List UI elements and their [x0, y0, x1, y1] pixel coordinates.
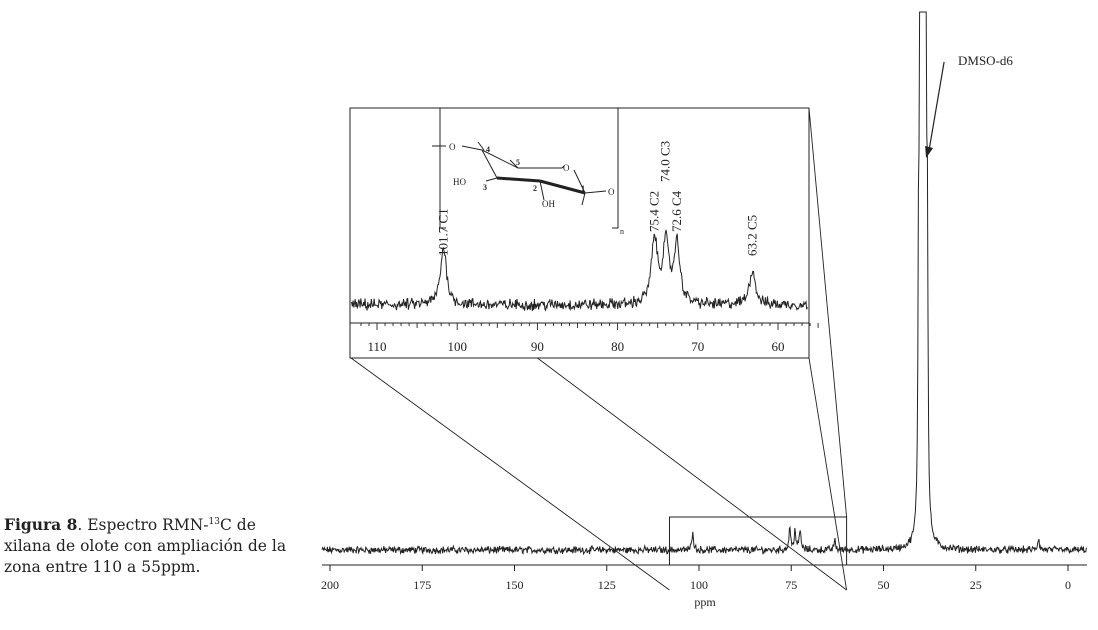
carbon-number-2: 2: [533, 184, 537, 193]
xylan-structure: n O O O HO OH 1 2 3 4 5: [432, 107, 624, 236]
structure-repeat-n: n: [620, 227, 624, 236]
main-tick-label-125: 125: [598, 578, 616, 592]
atom-o-glycosidic-right: O: [608, 187, 615, 197]
peak-label-C1: 101.7 C1: [436, 208, 451, 256]
atom-ho-c3: HO: [453, 177, 466, 187]
structure-bracket-left: [439, 107, 446, 229]
caption-text-1: . Espectro RMN-: [77, 516, 209, 534]
atom-oh-c2: OH: [542, 199, 555, 209]
ring-bold-bonds: [496, 176, 586, 195]
caption-text-2: C de xilana de olote con ampliación de l…: [4, 516, 287, 576]
zoom-connector-inner-left: [537, 357, 847, 591]
carbon-number-4: 4: [486, 145, 490, 154]
dmso-arrow-head: [925, 146, 934, 158]
zoom-indicator: [350, 107, 848, 591]
substituent-bonds: [432, 141, 607, 206]
peak-label-C4: 72.6 C4: [669, 190, 684, 232]
main-chart: 200 175 150 125 100 75 50 25 0 ppm DMSO-d6: [321, 11, 1087, 609]
main-x-axis-label: ppm: [694, 595, 716, 609]
main-tick-label-25: 25: [970, 578, 982, 592]
carbon-number-1: 1: [581, 184, 585, 193]
structure-bracket-right: [612, 107, 619, 229]
inset-tick-label-80: 80: [611, 339, 624, 354]
carbon-number-5: 5: [516, 158, 520, 167]
main-tick-label-0: 0: [1065, 578, 1071, 592]
zoom-region-box: [668, 516, 848, 566]
inset-frame: [349, 107, 810, 359]
zoom-connector-outer-left: [350, 357, 670, 591]
main-tick-label-100: 100: [690, 578, 708, 592]
main-tick-label-175: 175: [413, 578, 431, 592]
main-tick-label-200: 200: [321, 578, 339, 592]
inset-spectrum-trace: [350, 229, 808, 312]
peak-label-C5: 63.2 C5: [744, 215, 759, 256]
atom-o-ring: O: [563, 163, 570, 173]
inset-x-ticks: 110 100 90 80 70 60: [360, 323, 819, 354]
dmso-annotation: DMSO-d6: [958, 53, 1013, 68]
main-x-ticks: 200 175 150 125 100 75 50 25 0: [321, 565, 1071, 592]
inset-tick-label-100: 100: [447, 339, 467, 354]
inset-peak-labels: 101.7 C1 75.4 C2 74.0 C3 72.6 C4 63.2 C5: [436, 141, 760, 256]
inset-tick-label-60: 60: [772, 339, 785, 354]
inset-chart: 110 100 90 80 70 60 101.7 C1 75.4 C2 74.0 C3 72.…: [349, 107, 819, 359]
zoom-connector-top-right: [808, 107, 848, 518]
main-tick-label-75: 75: [785, 578, 797, 592]
carbon-number-3: 3: [483, 183, 487, 192]
figure-caption: Figura 8. Espectro RMN-13C de xilana de …: [4, 512, 304, 578]
caption-label: Figura 8: [4, 515, 78, 534]
main-spectrum-trace: [321, 11, 1087, 556]
zoom-connector-bottom-right: [808, 357, 848, 591]
peak-label-C3: 74.0 C3: [658, 141, 673, 182]
inset-tick-label-110: 110: [367, 339, 386, 354]
peak-label-C2: 75.4 C2: [646, 191, 661, 232]
main-tick-label-50: 50: [878, 578, 890, 592]
main-tick-label-150: 150: [506, 578, 524, 592]
atom-o-glycosidic-left: O: [449, 142, 456, 152]
dmso-arrow: [928, 61, 945, 151]
inset-tick-label-90: 90: [531, 339, 544, 354]
caption-superscript: 13: [208, 517, 220, 527]
inset-tick-label-70: 70: [691, 339, 704, 354]
